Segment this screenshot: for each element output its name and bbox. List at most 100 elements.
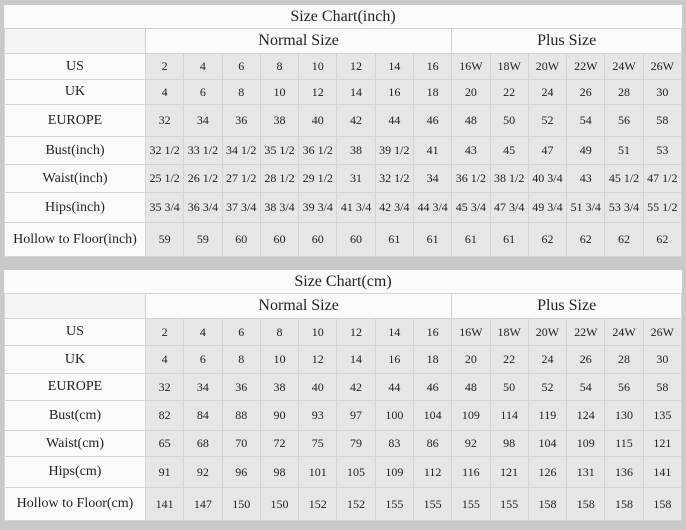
size-value-cell: 28: [604, 79, 644, 105]
plus-size-header: Plus Size: [451, 293, 682, 319]
table-row: Hollow to Floor(cm) 141 147 150 150 152 152 155…: [4, 487, 683, 521]
size-value-cell: 90: [259, 400, 300, 431]
size-value-cell: 119: [527, 400, 568, 431]
row-label: Hollow to Floor(cm): [4, 487, 146, 521]
table-row: US 2 4 6 8 10 12 14 16 16W 18W 20W 22W 24W 26W: [4, 53, 683, 80]
size-value-cell: 2: [144, 53, 185, 80]
size-value-cell: 32 1/2: [374, 164, 414, 193]
size-value-cell: 158: [642, 487, 683, 521]
title-row: Size Chart(inch): [4, 5, 682, 29]
size-value-cell: 126: [527, 456, 568, 488]
size-value-cell: 51 3/4: [566, 192, 606, 223]
size-value-cell: 16: [374, 79, 414, 105]
size-value-cell: 54: [566, 373, 606, 401]
size-value-cell: 10: [259, 79, 300, 105]
size-value-cell: 20: [451, 345, 491, 374]
size-value-cell: 20: [451, 79, 491, 105]
size-value-cell: 53 3/4: [604, 192, 644, 223]
row-label: Bust(inch): [4, 136, 146, 165]
size-value-cell: 49 3/4: [527, 192, 568, 223]
row-label: Hips(inch): [4, 192, 146, 223]
size-value-cell: 16: [412, 53, 453, 80]
size-value-cell: 22W: [566, 53, 606, 80]
size-value-cell: 93: [298, 400, 338, 431]
size-value-cell: 16: [412, 318, 453, 346]
size-value-cell: 6: [183, 79, 223, 105]
size-value-cell: 32: [144, 373, 185, 401]
size-value-cell: 24W: [604, 318, 644, 346]
size-value-cell: 39 3/4: [298, 192, 338, 223]
size-value-cell: 58: [642, 373, 683, 401]
size-value-cell: 32 1/2: [144, 136, 185, 165]
size-value-cell: 155: [451, 487, 491, 521]
size-value-cell: 38 1/2: [489, 164, 529, 193]
size-table: Size Chart(cm) Normal Size Plus Size US 2 4 6 8…: [4, 270, 683, 521]
size-value-cell: 147: [183, 487, 223, 521]
size-value-cell: 100: [374, 400, 414, 431]
table-row: Waist(cm) 65 68 70 72 75 79 83 86 92 98 104 109 115 12…: [4, 430, 683, 457]
group-header-row: Normal Size Plus Size: [4, 293, 682, 319]
size-value-cell: 105: [336, 456, 376, 488]
size-value-cell: 136: [604, 456, 644, 488]
size-value-cell: 8: [259, 318, 300, 346]
table-title: Size Chart(inch): [4, 5, 682, 29]
size-value-cell: 38: [259, 104, 300, 137]
size-value-cell: 86: [412, 430, 453, 457]
size-value-cell: 155: [489, 487, 529, 521]
size-value-cell: 52: [527, 104, 568, 137]
size-value-cell: 22: [489, 345, 529, 374]
size-value-cell: 16W: [451, 318, 491, 346]
size-value-cell: 40: [298, 104, 338, 137]
size-value-cell: 131: [566, 456, 606, 488]
size-value-cell: 61: [451, 222, 491, 257]
size-value-cell: 91: [144, 456, 185, 488]
size-value-cell: 39 1/2: [374, 136, 414, 165]
size-value-cell: 6: [221, 318, 261, 346]
size-value-cell: 26W: [642, 53, 683, 80]
size-value-cell: 4: [183, 53, 223, 80]
size-value-cell: 62: [527, 222, 568, 257]
size-value-cell: 155: [412, 487, 453, 521]
size-value-cell: 104: [527, 430, 568, 457]
row-label: Waist(cm): [4, 430, 146, 457]
row-label: Bust(cm): [4, 400, 146, 431]
size-value-cell: 44: [374, 104, 414, 137]
size-value-cell: 22W: [566, 318, 606, 346]
size-value-cell: 35 1/2: [259, 136, 300, 165]
size-value-cell: 135: [642, 400, 683, 431]
size-value-cell: 30: [642, 79, 683, 105]
size-value-cell: 47 3/4: [489, 192, 529, 223]
size-value-cell: 12: [298, 345, 338, 374]
header-blank-cell: [4, 28, 146, 54]
size-value-cell: 130: [604, 400, 644, 431]
size-value-cell: 59: [183, 222, 223, 257]
size-value-cell: 121: [489, 456, 529, 488]
size-value-cell: 46: [412, 104, 453, 137]
size-value-cell: 6: [183, 345, 223, 374]
size-value-cell: 26 1/2: [183, 164, 223, 193]
size-value-cell: 112: [412, 456, 453, 488]
size-value-cell: 121: [642, 430, 683, 457]
row-label: EUROPE: [4, 373, 146, 401]
size-value-cell: 2: [144, 318, 185, 346]
size-value-cell: 16W: [451, 53, 491, 80]
size-value-cell: 27 1/2: [221, 164, 261, 193]
size-value-cell: 43: [566, 164, 606, 193]
size-value-cell: 61: [374, 222, 414, 257]
size-value-cell: 62: [642, 222, 683, 257]
size-value-cell: 79: [336, 430, 376, 457]
size-value-cell: 82: [144, 400, 185, 431]
table-row: Bust(inch) 32 1/2 33 1/2 34 1/2 35 1/2 36 1/2…: [4, 136, 683, 165]
size-value-cell: 38: [259, 373, 300, 401]
size-value-cell: 26: [566, 345, 606, 374]
row-label: Waist(inch): [4, 164, 146, 193]
table-title: Size Chart(cm): [4, 270, 682, 294]
size-value-cell: 35 3/4: [144, 192, 185, 223]
size-value-cell: 40 3/4: [527, 164, 568, 193]
size-table: Size Chart(inch) Normal Size Plus Size US 2 4…: [4, 5, 683, 257]
size-value-cell: 40: [298, 373, 338, 401]
size-value-cell: 45 3/4: [451, 192, 491, 223]
size-value-cell: 51: [604, 136, 644, 165]
size-value-cell: 98: [259, 456, 300, 488]
table-row: UK 4 6 8 10 12 14 16 18 20 22 24 26 28 30: [4, 345, 683, 374]
